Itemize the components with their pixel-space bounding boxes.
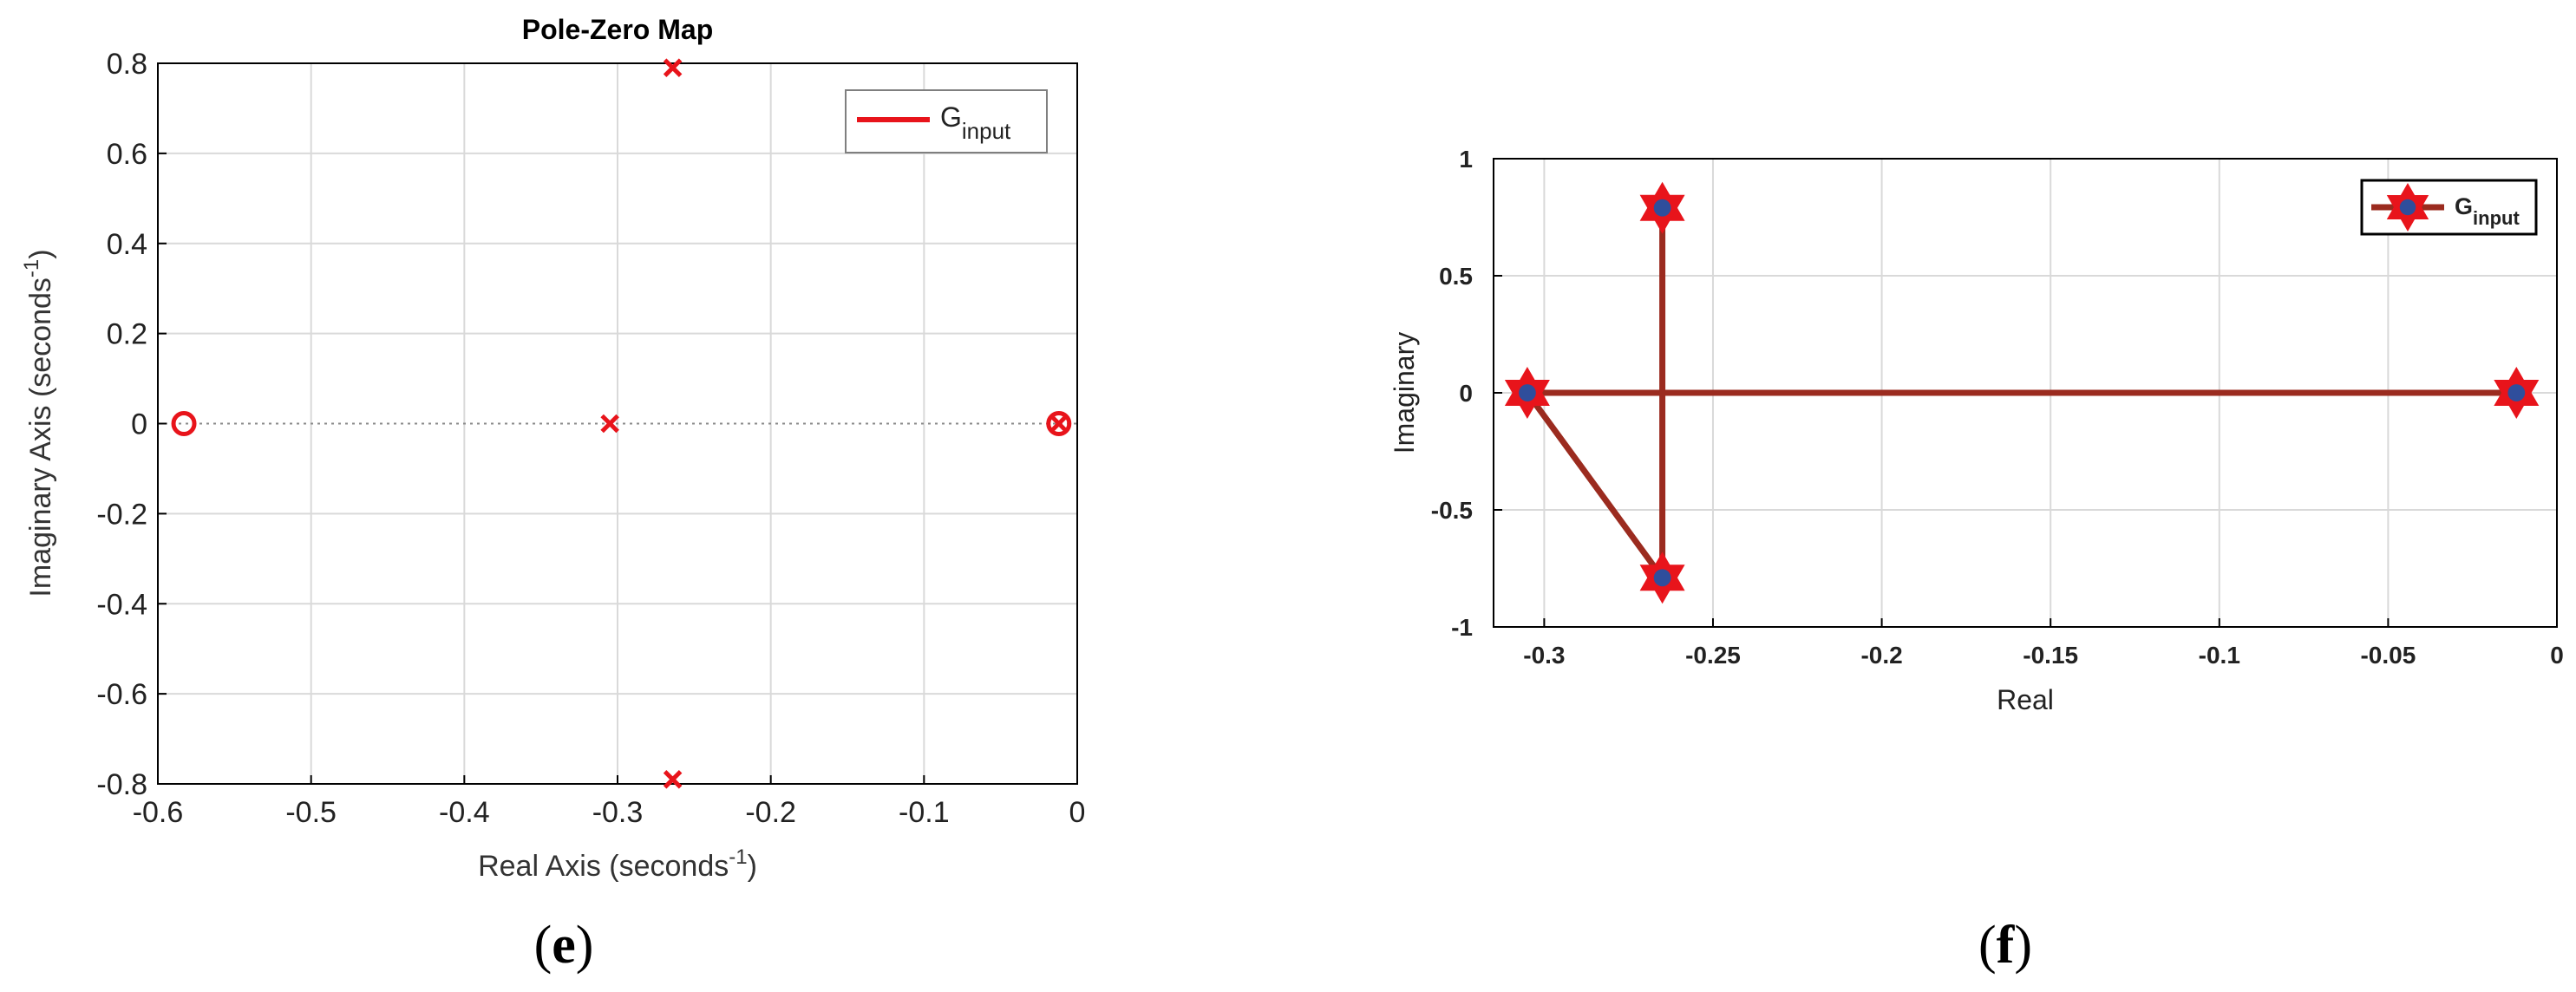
pole-zero-map-chart: -0.6 -0.5 -0.4 -0.3 -0.2 -0.1 0-0.8-0.6-0.4-0.… bbox=[20, 14, 1085, 975]
y-tick-label: 0 bbox=[131, 408, 147, 441]
legend-label-e-sub: input bbox=[962, 118, 1011, 144]
x-tick-label: -0.6 bbox=[133, 796, 184, 829]
ticks-f: -0.3 -0.25 -0.2 -0.15 -0.1 -0.05 0 -1 -0.5 0 0.5 1 bbox=[1431, 146, 2564, 669]
y-tick-label: 0.4 bbox=[107, 228, 147, 261]
x-axis-label-sup: -1 bbox=[729, 845, 747, 869]
legend-label-f-sub: input bbox=[2473, 207, 2520, 229]
star-marker bbox=[1504, 367, 1550, 419]
x-tick-label: 0 bbox=[2550, 642, 2564, 669]
y-tick-label: 1 bbox=[1459, 146, 1473, 173]
y-axis-label-sup: -1 bbox=[20, 259, 43, 277]
y-tick-label: -0.4 bbox=[96, 588, 147, 621]
x-tick-label: -0.5 bbox=[285, 796, 337, 829]
x-axis-label-base: Real Axis (seconds bbox=[478, 850, 729, 883]
legend-label-e-base: G bbox=[940, 101, 962, 133]
legend-box-f bbox=[2360, 179, 2538, 236]
y-axis-label-f: Imaginary bbox=[1389, 332, 1420, 454]
ticks-e: -0.6 -0.5 -0.4 -0.3 -0.2 -0.1 0-0.8-0.6-0.4-0.… bbox=[96, 48, 1085, 829]
x-tick-label: -0.05 bbox=[2360, 642, 2416, 669]
x-tick-label: 0 bbox=[1069, 796, 1086, 829]
legend-label-f-base: G bbox=[2455, 193, 2473, 219]
x-axis-label-e: Real Axis (seconds-1) bbox=[478, 845, 757, 883]
y-tick-label: -0.5 bbox=[1431, 497, 1473, 524]
y-axis-label-e: Imaginary Axis (seconds-1) bbox=[20, 249, 57, 597]
y-tick-label: 0.6 bbox=[107, 138, 147, 171]
caption-f-letter: f bbox=[1997, 916, 2016, 975]
y-tick-label: -0.6 bbox=[96, 678, 147, 711]
y-tick-label: -0.2 bbox=[96, 498, 147, 531]
legend-star-marker bbox=[2386, 183, 2429, 232]
y-tick-label: 0.8 bbox=[107, 48, 147, 81]
legend-e: Ginput bbox=[845, 89, 1048, 153]
legend-box-e bbox=[845, 89, 1048, 153]
markers-f bbox=[1504, 181, 2540, 604]
x-tick-label: -0.1 bbox=[899, 796, 950, 829]
pole-marker bbox=[663, 770, 683, 789]
x-tick-label: -0.1 bbox=[2199, 642, 2240, 669]
zero-marker bbox=[171, 411, 197, 436]
y-tick-label: -1 bbox=[1451, 614, 1473, 641]
x-tick-label: -0.15 bbox=[2023, 642, 2078, 669]
legend-f: Ginput bbox=[2360, 179, 2538, 236]
pole-marker bbox=[1049, 414, 1069, 434]
y-tick-label: 0.5 bbox=[1439, 263, 1473, 290]
root-locus-chart: -0.3 -0.25 -0.2 -0.15 -0.1 -0.05 0-1-0.500.51 … bbox=[1389, 146, 2564, 975]
pole-marker bbox=[663, 58, 683, 77]
x-tick-label: -0.25 bbox=[1685, 642, 1741, 669]
caption-e-letter: e bbox=[552, 916, 576, 975]
legend-label-f: Ginput bbox=[2455, 193, 2520, 229]
y-axis-label-tail: ) bbox=[24, 249, 57, 258]
x-tick-label: -0.3 bbox=[592, 796, 644, 829]
pole-marker bbox=[600, 414, 619, 434]
x-axis-label-tail: ) bbox=[748, 850, 757, 883]
y-tick-label: 0.2 bbox=[107, 318, 147, 351]
y-axis-label-base: Imaginary Axis (seconds bbox=[24, 277, 57, 597]
markers-e bbox=[171, 58, 1072, 789]
y-tick-label: -0.8 bbox=[96, 768, 147, 801]
x-axis-label-f: Real bbox=[1997, 684, 2054, 715]
chart-title-e: Pole-Zero Map bbox=[522, 14, 713, 45]
x-tick-label: -0.4 bbox=[439, 796, 490, 829]
legend-star-icon bbox=[2386, 183, 2429, 232]
zero-marker bbox=[1046, 411, 1072, 436]
star-marker bbox=[1639, 551, 1685, 604]
star-marker bbox=[1639, 181, 1685, 234]
x-tick-label: -0.2 bbox=[745, 796, 796, 829]
series-lines-f bbox=[1524, 205, 2520, 581]
caption-f: (f) bbox=[1978, 916, 2032, 975]
star-marker bbox=[2494, 367, 2540, 419]
y-tick-label: 0 bbox=[1459, 380, 1473, 407]
x-tick-label: -0.3 bbox=[1523, 642, 1565, 669]
caption-e: (e) bbox=[534, 916, 594, 975]
series-segment bbox=[1524, 389, 1666, 581]
x-tick-label: -0.2 bbox=[1860, 642, 1902, 669]
legend-label-e: Ginput bbox=[940, 101, 1011, 144]
